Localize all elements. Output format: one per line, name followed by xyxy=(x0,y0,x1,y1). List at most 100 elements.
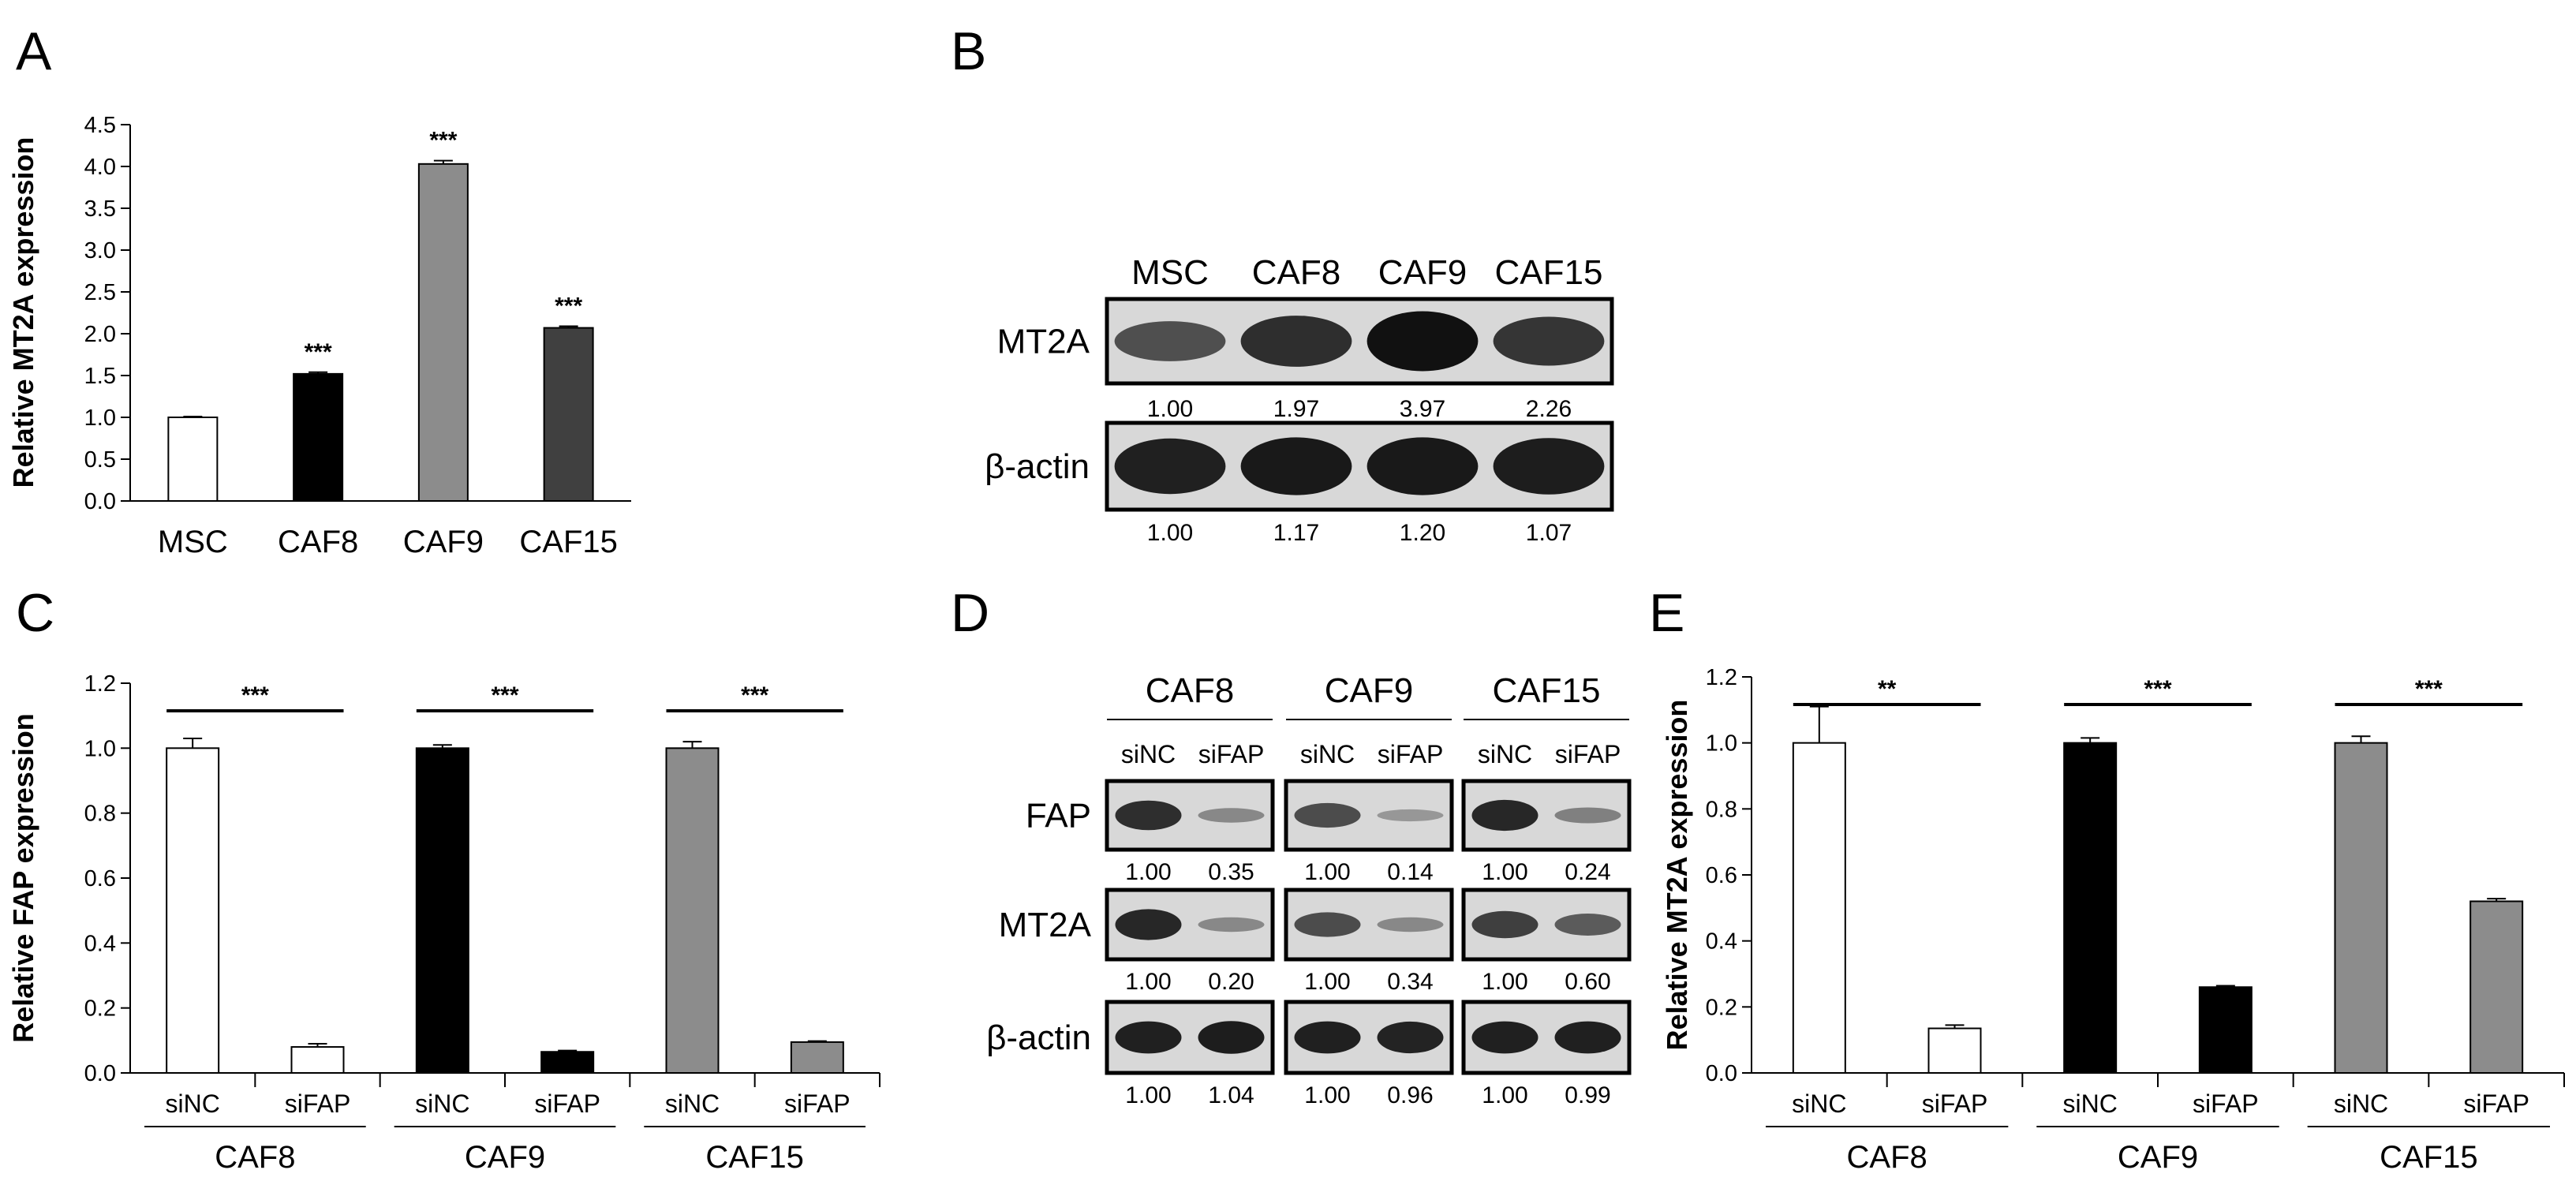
x-category-label: MSC xyxy=(158,525,228,559)
panel-a-chart: 0.0 0.5 1.0 1.5 2.0 2.5 3.0 3.5 4.0 4.5 Relative M… xyxy=(7,113,631,559)
significance-label: *** xyxy=(741,682,768,708)
blot-row-label: β-actin xyxy=(986,1018,1091,1057)
y-tick-label: 0.4 xyxy=(1706,929,1737,955)
blot-group-label: CAF8 xyxy=(1146,671,1234,710)
blot-quant-value: 0.20 xyxy=(1208,969,1254,995)
y-axis-title: Relative MT2A expression xyxy=(1661,700,1693,1051)
y-tick-label: 2.5 xyxy=(84,280,116,305)
bar xyxy=(1792,742,1846,1075)
blot-quant-value: 1.00 xyxy=(1147,520,1193,546)
x-category-label: CAF8 xyxy=(278,525,358,559)
significance-label: *** xyxy=(305,339,332,365)
y-tick-label: 0.8 xyxy=(84,802,116,827)
panel-letter-e: E xyxy=(1649,583,1684,643)
panel-letter-a: A xyxy=(16,21,52,81)
blot-quant-value: 1.00 xyxy=(1125,969,1171,995)
bar xyxy=(543,327,594,502)
y-tick-label: 0.6 xyxy=(84,866,116,891)
blot-band xyxy=(1554,1021,1621,1054)
significance-label: *** xyxy=(429,128,457,154)
x-condition-label: siFAP xyxy=(534,1089,600,1118)
panel-letter-b: B xyxy=(951,21,986,81)
blot-band xyxy=(1377,1021,1444,1054)
panel-b-blot: MSC CAF8 CAF9 CAF15 MT2A 1.00 1.97 3.97 2.26 β-ac… xyxy=(985,253,1614,546)
y-tick-label: 0.0 xyxy=(1706,1061,1737,1086)
blot-band xyxy=(1198,1021,1265,1054)
x-condition-label: siNC xyxy=(166,1089,220,1118)
bar xyxy=(540,1051,595,1075)
blot-condition-label: siNC xyxy=(1300,740,1355,768)
blot-quant-value: 0.14 xyxy=(1387,859,1433,885)
blot-quant-value: 0.60 xyxy=(1565,969,1610,995)
x-condition-label: siFAP xyxy=(285,1089,351,1118)
significance-label: *** xyxy=(2415,676,2443,702)
y-tick-label: 0.2 xyxy=(84,996,116,1022)
significance-label: *** xyxy=(241,682,269,708)
y-tick-label: 3.5 xyxy=(84,196,116,222)
blot-band xyxy=(1115,1021,1182,1054)
y-tick-label: 0.0 xyxy=(84,489,116,514)
y-tick-label: 0.6 xyxy=(1706,863,1737,888)
blot-band xyxy=(1294,912,1361,937)
x-condition-label: siNC xyxy=(2334,1089,2388,1118)
panel-e-chart: 0.0 0.2 0.4 0.6 0.8 1.0 1.2 Relative MT2A expre… xyxy=(1661,665,2565,1175)
blot-row-label: MT2A xyxy=(997,323,1090,361)
bar xyxy=(790,1041,844,1075)
blot-lane-label: MSC xyxy=(1131,253,1209,292)
blot-band xyxy=(1493,316,1605,366)
blot-band xyxy=(1114,438,1226,495)
x-condition-label: siNC xyxy=(415,1089,469,1118)
y-tick-label: 0.5 xyxy=(84,447,116,473)
bar xyxy=(2334,742,2388,1075)
blot-group-label: CAF15 xyxy=(1493,671,1601,710)
blot-band xyxy=(1554,807,1621,824)
significance-label: ** xyxy=(1878,676,1897,702)
blot-quant-value: 0.96 xyxy=(1387,1082,1433,1108)
blot-quant-value: 1.00 xyxy=(1125,1082,1171,1108)
blot-membrane xyxy=(1461,1000,1632,1075)
y-axis-title: Relative MT2A expression xyxy=(7,137,39,488)
x-group-label: CAF9 xyxy=(465,1140,545,1175)
blot-condition-label: siFAP xyxy=(1198,740,1265,768)
blot-band xyxy=(1377,917,1444,933)
y-tick-label: 4.0 xyxy=(84,155,116,180)
blot-band xyxy=(1198,808,1265,823)
blot-lane-label: CAF9 xyxy=(1378,253,1467,292)
blot-band xyxy=(1471,910,1538,939)
blot-row-label: FAP xyxy=(1026,797,1091,835)
blot-condition-label: siNC xyxy=(1478,740,1532,768)
panel-c-chart: 0.0 0.2 0.4 0.6 0.8 1.0 1.2 Relative FAP expres… xyxy=(7,671,880,1175)
bar xyxy=(167,417,219,502)
x-group-label: CAF15 xyxy=(705,1140,804,1175)
blot-band xyxy=(1115,909,1182,940)
x-condition-label: siNC xyxy=(2063,1089,2118,1118)
blot-condition-label: siFAP xyxy=(1555,740,1621,768)
blot-band xyxy=(1240,316,1352,367)
x-group-label: CAF8 xyxy=(215,1140,295,1175)
bar xyxy=(290,1046,345,1074)
y-tick-label: 0.4 xyxy=(84,931,116,956)
bar xyxy=(665,747,720,1074)
blot-quant-value: 1.00 xyxy=(1482,969,1527,995)
y-tick-label: 1.0 xyxy=(84,406,116,431)
y-tick-label: 1.0 xyxy=(84,736,116,761)
panel-letter-c: C xyxy=(16,583,54,643)
blot-band xyxy=(1493,438,1605,495)
blot-band xyxy=(1198,917,1265,933)
bar xyxy=(2469,900,2524,1075)
x-category-label: CAF15 xyxy=(519,525,618,559)
blot-quant-value: 1.00 xyxy=(1482,1082,1527,1108)
blot-row-label: MT2A xyxy=(999,906,1092,944)
bar xyxy=(166,747,220,1074)
blot-band xyxy=(1471,1021,1538,1054)
blot-band xyxy=(1115,800,1182,831)
significance-label: *** xyxy=(2144,676,2171,702)
blot-band xyxy=(1471,799,1538,832)
bar xyxy=(2198,986,2253,1074)
x-condition-label: siNC xyxy=(1792,1089,1846,1118)
blot-band xyxy=(1114,321,1226,361)
blot-band xyxy=(1367,437,1479,495)
blot-quant-value: 1.17 xyxy=(1273,520,1319,546)
blot-lane-label: CAF15 xyxy=(1495,253,1603,292)
